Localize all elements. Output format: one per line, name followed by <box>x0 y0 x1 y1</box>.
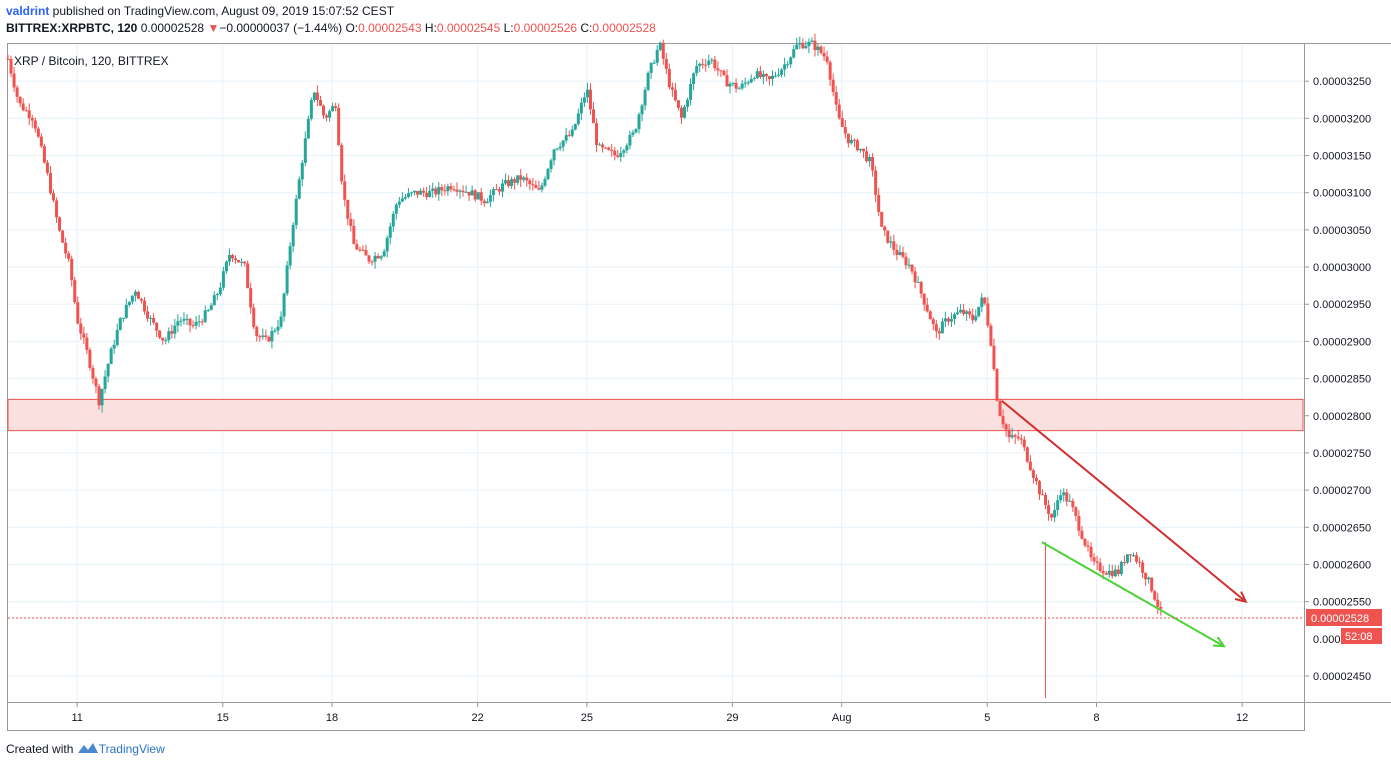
last-price: 0.00002528 <box>140 21 205 35</box>
symbol-label: BITTREX:XRPBTC, 120 <box>6 21 138 35</box>
chart-area[interactable] <box>7 43 1305 703</box>
high-label: H: <box>424 21 437 35</box>
high-value: 0.00002545 <box>436 21 501 35</box>
candle-body <box>810 40 814 42</box>
open-value: 0.00002543 <box>358 21 422 35</box>
change-value: −0.00000037 (−1.44%) <box>219 21 343 35</box>
author-link[interactable]: valdrint <box>6 4 50 18</box>
close-value: 0.00002528 <box>592 21 656 35</box>
footer: Created with TradingView <box>6 742 165 757</box>
created-with-text: Created with <box>6 742 74 756</box>
down-arrow-icon: ▼ <box>207 21 220 35</box>
close-label: C: <box>580 21 593 35</box>
chart-legend: XRP / Bitcoin, 120, BITTREX <box>14 54 169 68</box>
tradingview-brand[interactable]: TradingView <box>98 742 165 756</box>
tradingview-logo-icon <box>77 742 99 757</box>
low-label: L: <box>503 21 514 35</box>
price-axis[interactable] <box>1305 43 1391 703</box>
low-value: 0.00002526 <box>513 21 578 35</box>
publish-line: valdrint published on TradingView.com, A… <box>6 4 394 18</box>
symbol-line: BITTREX:XRPBTC, 120 0.00002528 ▼−0.00000… <box>6 21 656 35</box>
open-label: O: <box>345 21 359 35</box>
time-axis[interactable] <box>7 703 1305 731</box>
publish-text: published on TradingView.com, August 09,… <box>49 4 395 18</box>
